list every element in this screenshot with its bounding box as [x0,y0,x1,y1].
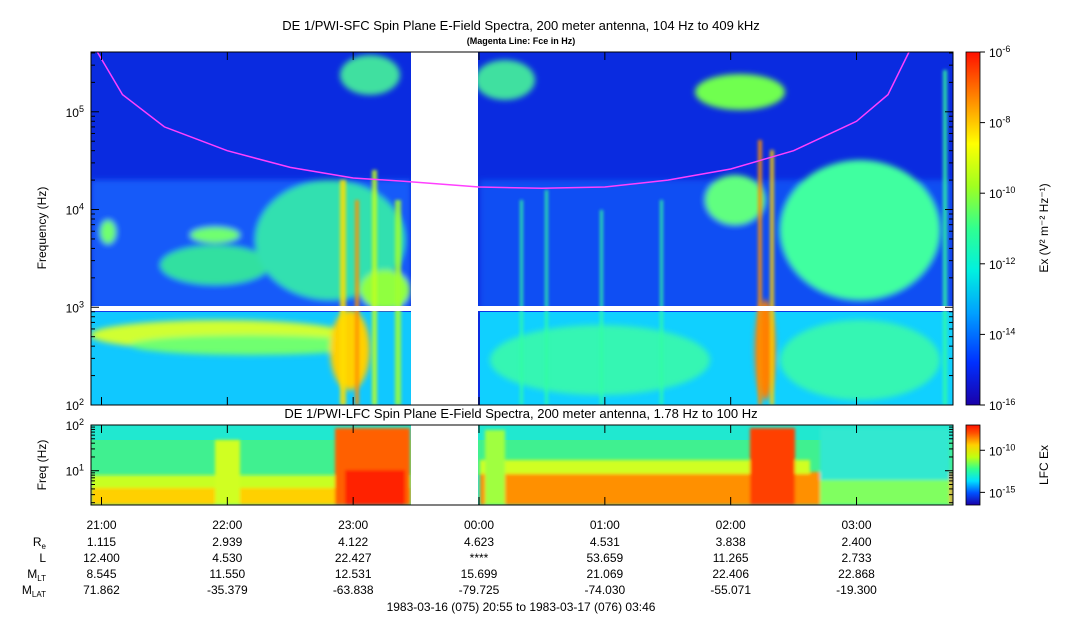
ephemeris-value: 12.531 [335,567,372,581]
sfc-colorbar: 10-6 10-8 10-10 10-12 10-14 10-16 Ex (V² m⁻² … [965,44,1051,413]
ephemeris-value: **** [470,551,489,565]
ephemeris-value: 2.939 [212,535,242,549]
ephemeris-value: 21.069 [586,567,623,581]
time-range: 1983-03-16 (075) 20:55 to 1983-03-17 (07… [387,600,656,614]
lfc-y-tick-label: 102 [66,417,84,433]
lfc-colorbar-tick-label: 10-10 [989,442,1015,458]
sfc-colorbar-tick-label: 10-8 [989,115,1010,131]
x-tick-label: 22:00 [212,518,242,532]
ephemeris-row-label: MLT [27,567,46,583]
ephemeris-value: 8.545 [86,567,116,581]
ephemeris-value: 22.406 [712,567,749,581]
fce-line [96,52,910,190]
lfc-colorbar: 10-10 10-15 LFC Ex [965,424,1051,506]
ephemeris-value: 4.122 [338,535,368,549]
x-tick-label: 00:00 [464,518,494,532]
ephemeris-value: 2.733 [842,551,872,565]
lfc-spectrogram [90,424,954,506]
sfc-y-label: Frequency (Hz) [35,187,49,270]
ephemeris-value: 4.623 [464,535,494,549]
ephemeris-value: 4.531 [590,535,620,549]
x-tick-label: 03:00 [842,518,872,532]
ephemeris-value: 22.868 [838,567,875,581]
x-tick-label: 23:00 [338,518,368,532]
x-tick-label: 21:00 [86,518,116,532]
sfc-colorbar-tick-label: 10-6 [989,44,1010,60]
sfc-colorbar-tick-label: 10-10 [989,185,1015,201]
lfc-data-gap [411,425,478,505]
x-axis: 21:00 22:00 23:00 00:00 01:00 02:00 03:00 [86,52,872,532]
lfc-colorbar-tick-label: 10-15 [989,484,1015,500]
x-tick-label: 01:00 [590,518,620,532]
ephemeris-value: -35.379 [207,583,248,597]
ephemeris-value: 53.659 [586,551,623,565]
ephemeris-value: -19.300 [836,583,877,597]
sfc-y-tick-label: 104 [66,202,84,218]
lfc-y-tick-label: 101 [66,463,84,479]
ephemeris-row-label: Re [33,535,47,551]
sfc-colorbar-tick-label: 10-12 [989,256,1015,272]
ephemeris-value: 4.530 [212,551,242,565]
ephemeris-value: 22.427 [335,551,372,565]
sfc-y-tick-label: 105 [66,104,84,120]
lfc-y-axis: 101 102 Freq (Hz) [35,417,953,504]
sfc-y-tick-label: 102 [66,397,84,413]
ephemeris-value: 71.862 [83,583,120,597]
ephemeris-value: 15.699 [461,567,498,581]
sfc-colorbar-label: Ex (V² m⁻² Hz⁻¹) [1037,183,1051,272]
ephemeris-value: -74.030 [584,583,625,597]
ephemeris-row-label: L [39,551,46,565]
sfc-colorbar-tick-label: 10-16 [989,397,1015,413]
ephemeris-value: -79.725 [459,583,500,597]
ephemeris-value: 11.550 [209,567,245,581]
sfc-y-axis: 102 103 104 105 Frequency (Hz) [35,52,953,413]
ephemeris-row-label: MLAT [22,583,46,599]
x-tick-label: 02:00 [716,518,746,532]
lfc-title: DE 1/PWI-LFC Spin Plane E-Field Spectra,… [284,406,757,421]
lfc-y-label: Freq (Hz) [35,440,49,491]
sfc-y-tick-label: 103 [66,299,84,315]
sfc-subtitle: (Magenta Line: Fce in Hz) [467,36,576,46]
sfc-spectrogram [90,51,954,406]
ephemeris-value: 3.838 [716,535,746,549]
sfc-title: DE 1/PWI-SFC Spin Plane E-Field Spectra,… [282,18,760,33]
sfc-colorbar-tick-label: 10-14 [989,326,1015,342]
ephemeris-value: -55.071 [710,583,751,597]
ephemeris-value: 11.265 [713,551,749,565]
ephemeris-table: Re 1.115 2.939 4.122 4.623 4.531 3.838 2.400 L 12… [22,535,877,599]
sfc-data-gap [411,52,478,405]
ephemeris-value: -63.838 [333,583,374,597]
ephemeris-value: 12.400 [83,551,120,565]
ephemeris-value: 2.400 [842,535,872,549]
lfc-colorbar-label: LFC Ex [1037,445,1051,485]
ephemeris-value: 1.115 [87,535,116,549]
